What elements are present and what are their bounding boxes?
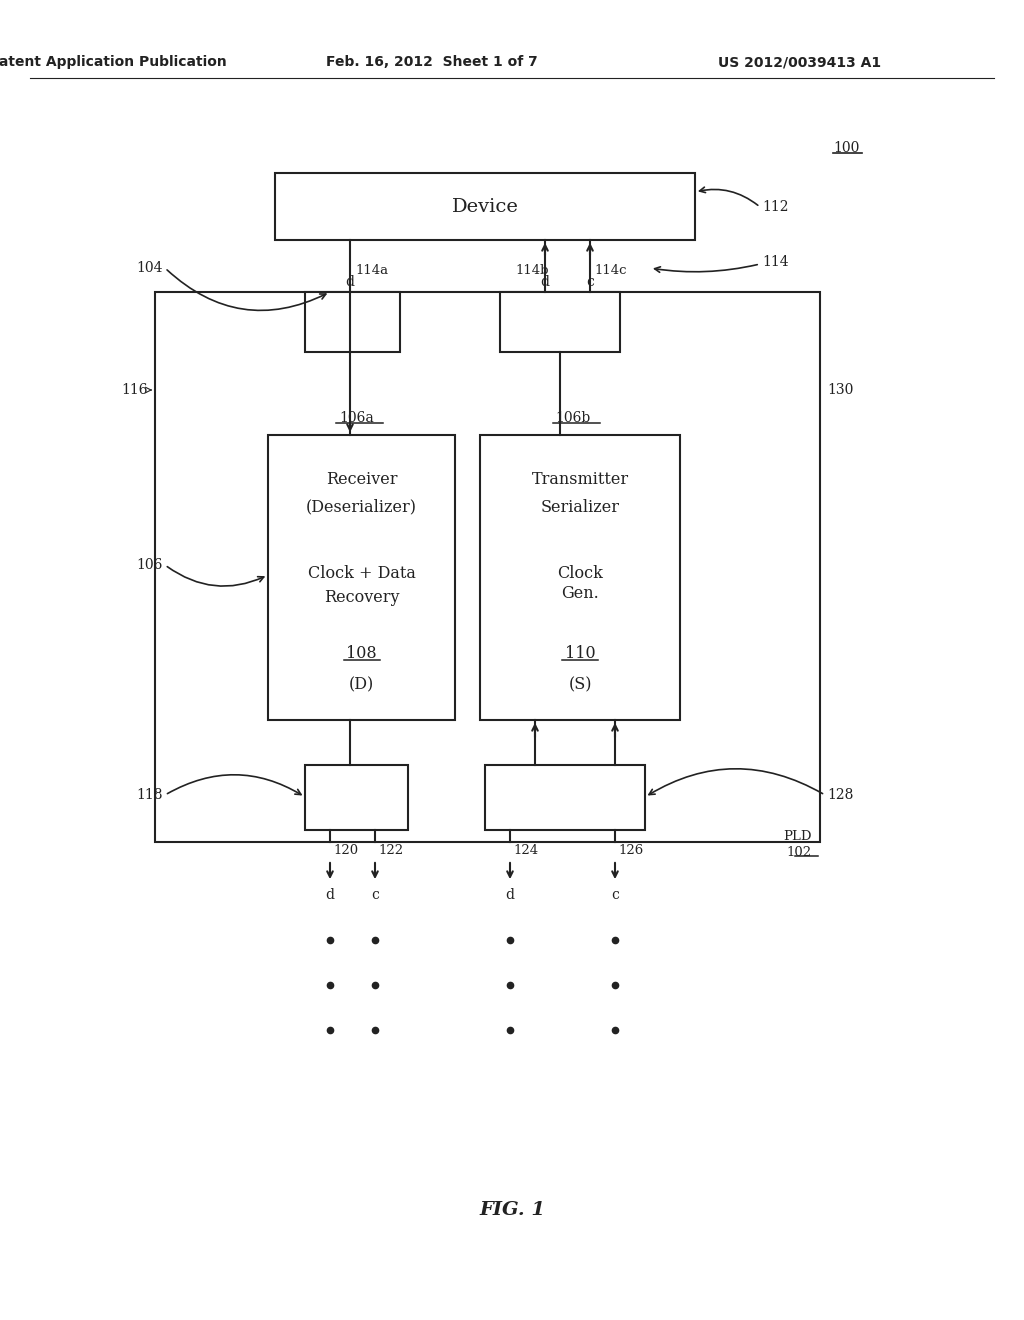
Text: 106: 106 (136, 558, 163, 572)
Text: (Deserializer): (Deserializer) (306, 499, 417, 516)
Text: 114b: 114b (515, 264, 549, 276)
Text: 102: 102 (786, 846, 812, 858)
Text: Receiver: Receiver (326, 471, 397, 488)
Text: Recovery: Recovery (324, 590, 399, 606)
Text: PLD: PLD (783, 829, 812, 842)
Text: US 2012/0039413 A1: US 2012/0039413 A1 (719, 55, 882, 69)
Text: 114c: 114c (594, 264, 627, 276)
Text: Feb. 16, 2012  Sheet 1 of 7: Feb. 16, 2012 Sheet 1 of 7 (326, 55, 538, 69)
Text: 114a: 114a (355, 264, 388, 276)
Text: 116: 116 (122, 383, 148, 397)
Text: d: d (541, 275, 550, 289)
Bar (480, 436, 680, 719)
Text: Clock: Clock (557, 565, 603, 582)
Bar (275, 173, 695, 240)
Bar (500, 292, 620, 352)
Text: 108: 108 (346, 644, 377, 661)
Text: FIG. 1: FIG. 1 (479, 1201, 545, 1218)
Text: Serializer: Serializer (541, 499, 620, 516)
Text: Transmitter: Transmitter (531, 471, 629, 488)
Bar (268, 436, 455, 719)
Text: 114: 114 (762, 255, 788, 269)
Text: 118: 118 (136, 788, 163, 803)
Text: 112: 112 (762, 201, 788, 214)
Bar (305, 292, 400, 352)
Text: (D): (D) (349, 676, 374, 693)
Text: 128: 128 (827, 788, 853, 803)
Text: (S): (S) (568, 676, 592, 693)
Text: Clock + Data: Clock + Data (307, 565, 416, 582)
Text: 100: 100 (833, 141, 859, 154)
Bar (305, 766, 408, 830)
Text: 106b: 106b (555, 411, 591, 425)
Bar (485, 766, 645, 830)
Text: 122: 122 (378, 843, 403, 857)
Text: Device: Device (452, 198, 518, 215)
Text: c: c (586, 275, 594, 289)
Text: Patent Application Publication: Patent Application Publication (0, 55, 227, 69)
Text: 110: 110 (564, 644, 595, 661)
Bar (155, 292, 820, 842)
Text: 126: 126 (618, 843, 643, 857)
Text: d: d (326, 888, 335, 902)
Text: 106a: 106a (340, 411, 375, 425)
Text: d: d (345, 275, 354, 289)
Text: 124: 124 (513, 843, 539, 857)
Text: 104: 104 (136, 261, 163, 275)
Text: Gen.: Gen. (561, 585, 599, 602)
Text: 120: 120 (333, 843, 358, 857)
Text: d: d (506, 888, 514, 902)
Text: 130: 130 (827, 383, 853, 397)
Text: c: c (371, 888, 379, 902)
Text: c: c (611, 888, 618, 902)
